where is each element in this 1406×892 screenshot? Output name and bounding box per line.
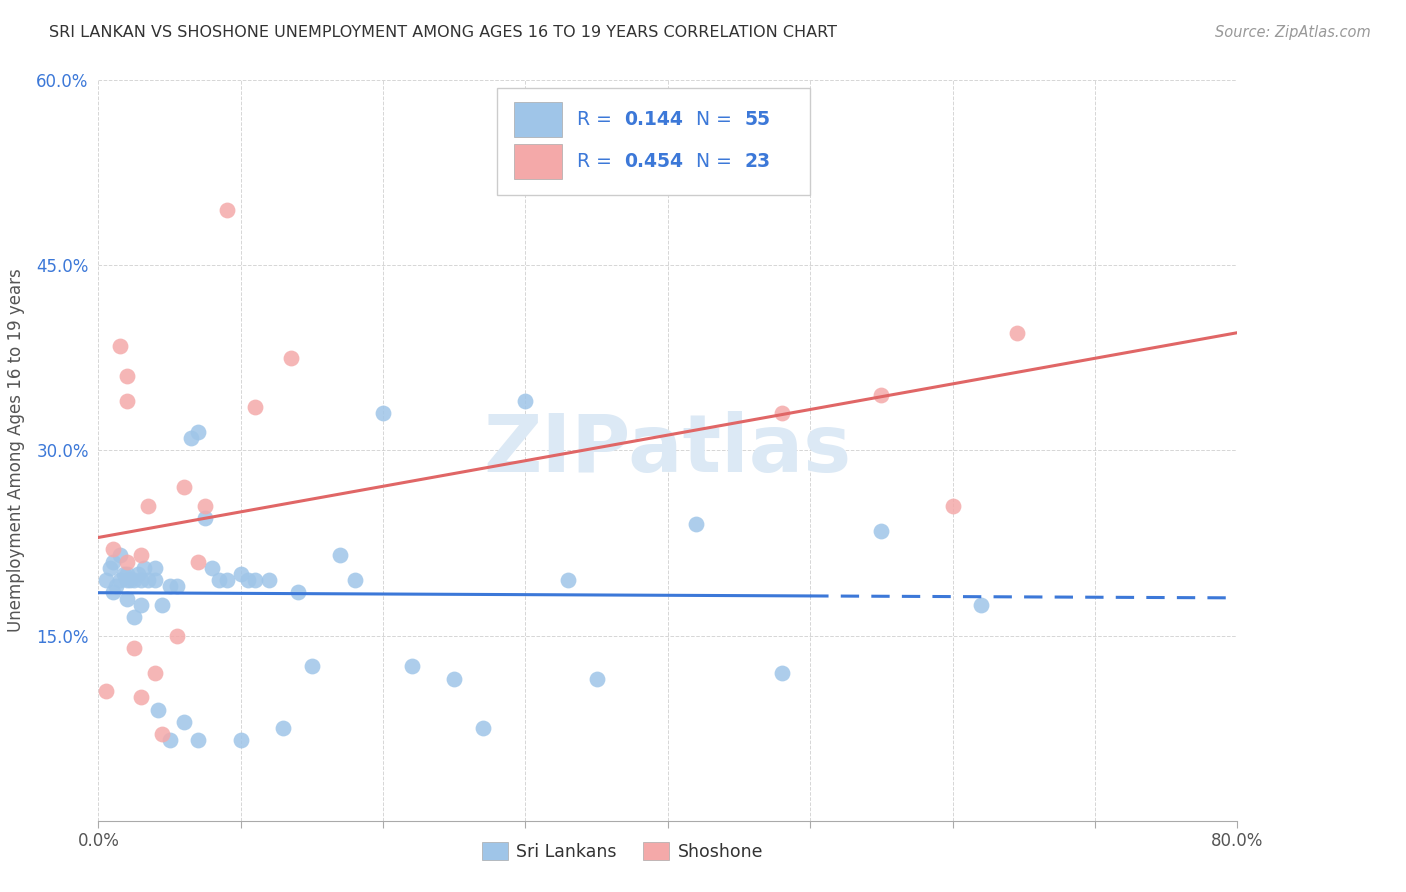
Text: Source: ZipAtlas.com: Source: ZipAtlas.com — [1215, 25, 1371, 40]
Point — [101, 585, 124, 599]
Point — [166, 628, 188, 642]
Text: SRI LANKAN VS SHOSHONE UNEMPLOYMENT AMONG AGES 16 TO 19 YEARS CORRELATION CHART: SRI LANKAN VS SHOSHONE UNEMPLOYMENT AMON… — [49, 25, 837, 40]
Point — [329, 549, 352, 563]
Point — [115, 555, 138, 569]
Point — [166, 579, 188, 593]
Text: R =: R = — [576, 110, 617, 129]
Point — [236, 573, 259, 587]
Point — [287, 585, 309, 599]
Point — [194, 511, 217, 525]
Point — [129, 549, 152, 563]
Point — [136, 573, 159, 587]
Point — [94, 573, 117, 587]
Point — [127, 566, 149, 581]
Point — [108, 549, 131, 563]
Point — [132, 560, 155, 574]
Point — [1005, 326, 1028, 341]
Point — [115, 566, 138, 581]
Point — [443, 672, 465, 686]
Point — [585, 672, 607, 686]
Text: N =: N = — [696, 153, 738, 171]
Point — [98, 560, 121, 574]
Point — [118, 573, 141, 587]
Text: 0.454: 0.454 — [624, 153, 683, 171]
Point — [129, 690, 152, 705]
Point — [770, 665, 793, 680]
Point — [770, 407, 793, 421]
Point — [122, 640, 145, 655]
Y-axis label: Unemployment Among Ages 16 to 19 years: Unemployment Among Ages 16 to 19 years — [7, 268, 25, 632]
Point — [115, 591, 138, 606]
Point — [129, 598, 152, 612]
Point — [373, 407, 395, 421]
Point — [115, 369, 138, 384]
Point — [401, 659, 423, 673]
Point — [94, 684, 117, 698]
Point — [173, 480, 195, 494]
Point — [122, 610, 145, 624]
Point — [208, 573, 231, 587]
Point — [101, 542, 124, 557]
Point — [152, 727, 174, 741]
Point — [970, 598, 993, 612]
Text: N =: N = — [696, 110, 738, 129]
Point — [870, 524, 893, 538]
Point — [273, 721, 295, 735]
Point — [173, 714, 195, 729]
Point — [215, 573, 238, 587]
Point — [229, 733, 252, 747]
Point — [108, 573, 131, 587]
Point — [187, 733, 209, 747]
Point — [180, 431, 202, 445]
Point — [870, 388, 893, 402]
Point — [557, 573, 579, 587]
FancyBboxPatch shape — [515, 102, 562, 137]
Point — [243, 401, 266, 415]
Point — [148, 703, 170, 717]
Point — [101, 555, 124, 569]
Point — [122, 573, 145, 587]
Point — [215, 202, 238, 217]
Point — [104, 579, 127, 593]
FancyBboxPatch shape — [515, 144, 562, 179]
Point — [259, 573, 281, 587]
Point — [685, 517, 707, 532]
Text: R =: R = — [576, 153, 617, 171]
Text: 55: 55 — [744, 110, 770, 129]
Point — [942, 499, 965, 513]
Point — [145, 573, 167, 587]
Text: 0.144: 0.144 — [624, 110, 683, 129]
Point — [187, 555, 209, 569]
Point — [159, 579, 181, 593]
Point — [112, 566, 135, 581]
Point — [145, 560, 167, 574]
Text: 23: 23 — [744, 153, 770, 171]
Point — [115, 573, 138, 587]
Point — [229, 566, 252, 581]
Point — [145, 665, 167, 680]
Point — [108, 338, 131, 352]
Point — [129, 573, 152, 587]
Point — [301, 659, 323, 673]
Point — [115, 394, 138, 409]
FancyBboxPatch shape — [498, 87, 810, 195]
Point — [159, 733, 181, 747]
Point — [343, 573, 366, 587]
Point — [515, 394, 537, 409]
Point — [136, 499, 159, 513]
Legend: Sri Lankans, Shoshone: Sri Lankans, Shoshone — [475, 835, 770, 868]
Point — [187, 425, 209, 439]
Point — [280, 351, 302, 365]
Point — [194, 499, 217, 513]
Point — [243, 573, 266, 587]
Text: ZIPatlas: ZIPatlas — [484, 411, 852, 490]
Point — [201, 560, 224, 574]
Point — [152, 598, 174, 612]
Point — [471, 721, 494, 735]
